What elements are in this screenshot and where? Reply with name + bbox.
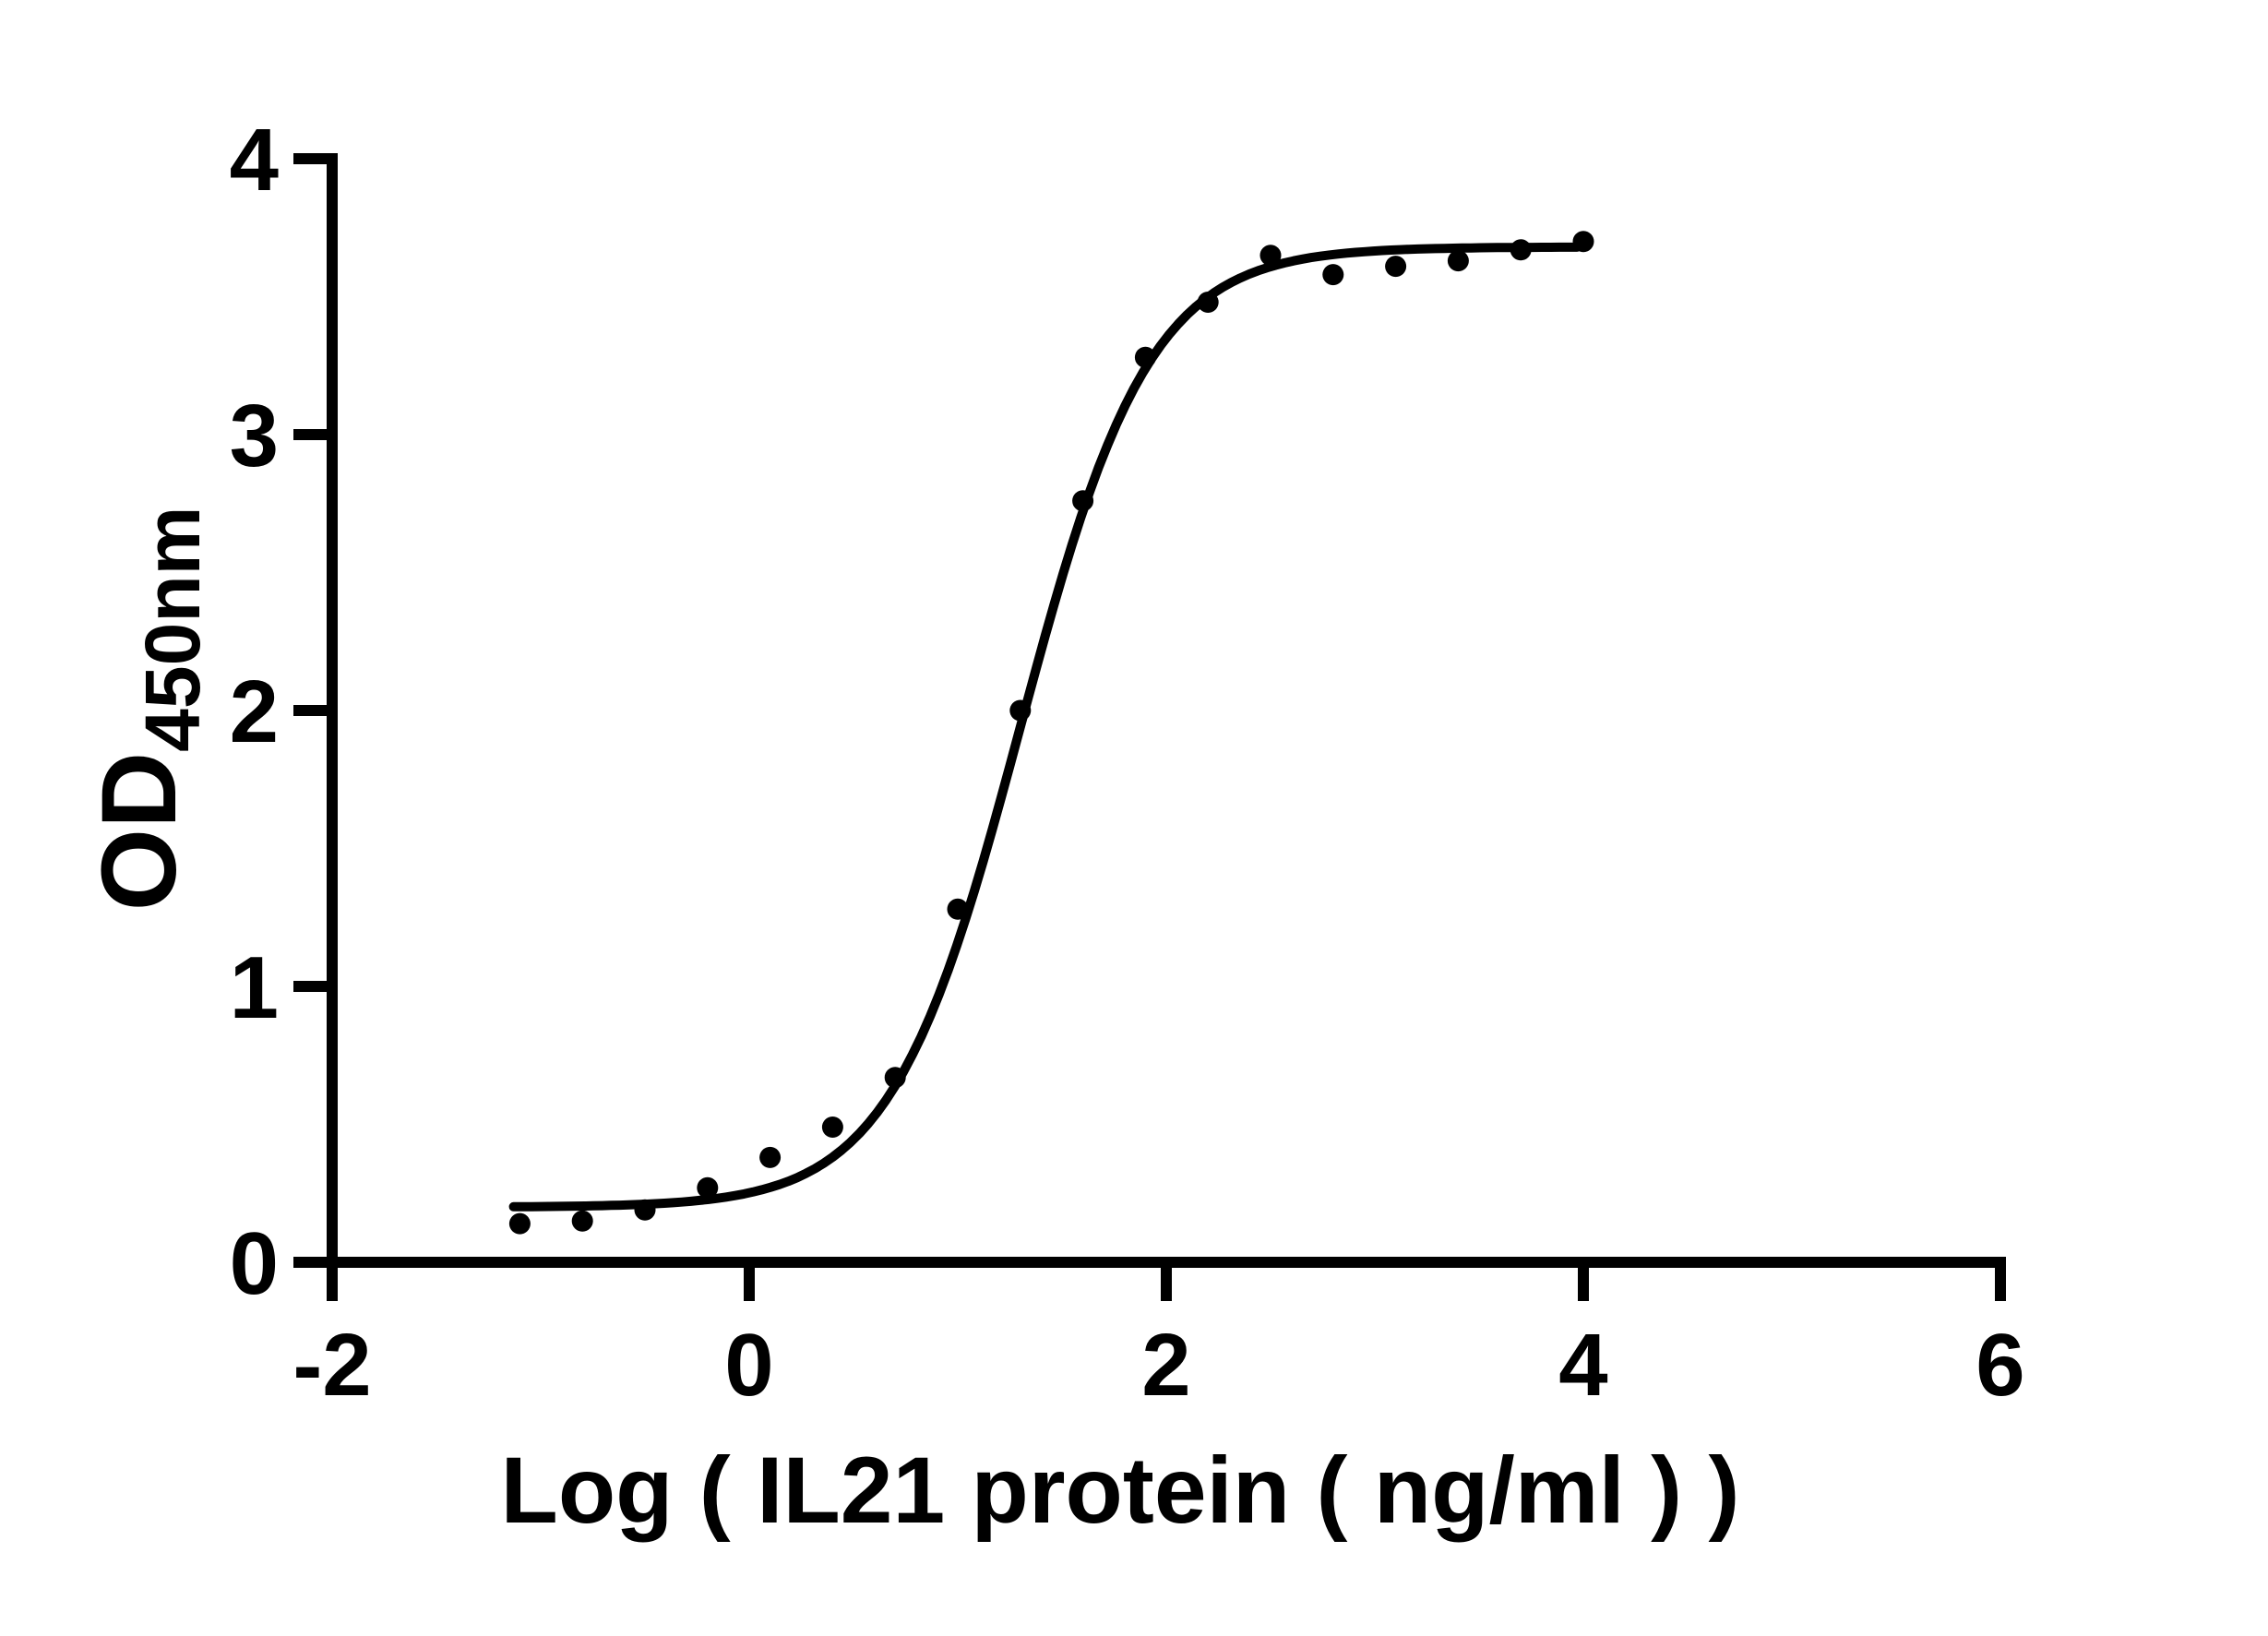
data-point: [1259, 245, 1282, 267]
data-point: [571, 1210, 593, 1232]
x-tick-label: 2: [1141, 1316, 1190, 1415]
data-point: [947, 898, 969, 920]
x-tick-label: -2: [292, 1316, 371, 1415]
y-axis-title: OD450nm: [80, 507, 216, 912]
y-tick-label: 3: [230, 387, 279, 485]
data-point: [697, 1176, 719, 1199]
data-point: [508, 1212, 531, 1235]
fit-curve-layer: [508, 242, 1582, 1212]
data-point: [821, 1117, 843, 1138]
x-tick-label: 6: [1976, 1316, 2024, 1415]
data-point: [884, 1067, 906, 1089]
x-tick-label: 4: [1558, 1316, 1607, 1415]
data-point: [1385, 256, 1407, 278]
axes-layer: [327, 153, 2006, 1268]
data-point: [1197, 292, 1219, 313]
data-point: [634, 1199, 656, 1221]
y-axis-title-subscript: 450nm: [129, 507, 216, 752]
data-point: [1510, 239, 1532, 261]
y-tick-label: 4: [230, 111, 279, 209]
x-tick-label: 0: [724, 1316, 773, 1415]
x-axis-title: Log ( IL21 protein ( ng/ml ) ): [501, 1438, 1740, 1543]
data-point: [1134, 346, 1156, 368]
dose-response-fit-curve: [508, 242, 1582, 1212]
y-tick-label: 1: [230, 938, 279, 1037]
y-tick-label: 0: [230, 1214, 279, 1313]
data-point: [1322, 264, 1344, 286]
data-point: [1072, 490, 1094, 512]
data-point: [1572, 231, 1594, 253]
y-tick-label: 2: [230, 663, 279, 761]
data-point: [759, 1146, 782, 1168]
data-point: [1447, 250, 1469, 272]
y-axis-title-main-text: OD: [80, 752, 198, 912]
data-point: [1009, 699, 1032, 722]
data-point-layer: [508, 231, 1594, 1235]
